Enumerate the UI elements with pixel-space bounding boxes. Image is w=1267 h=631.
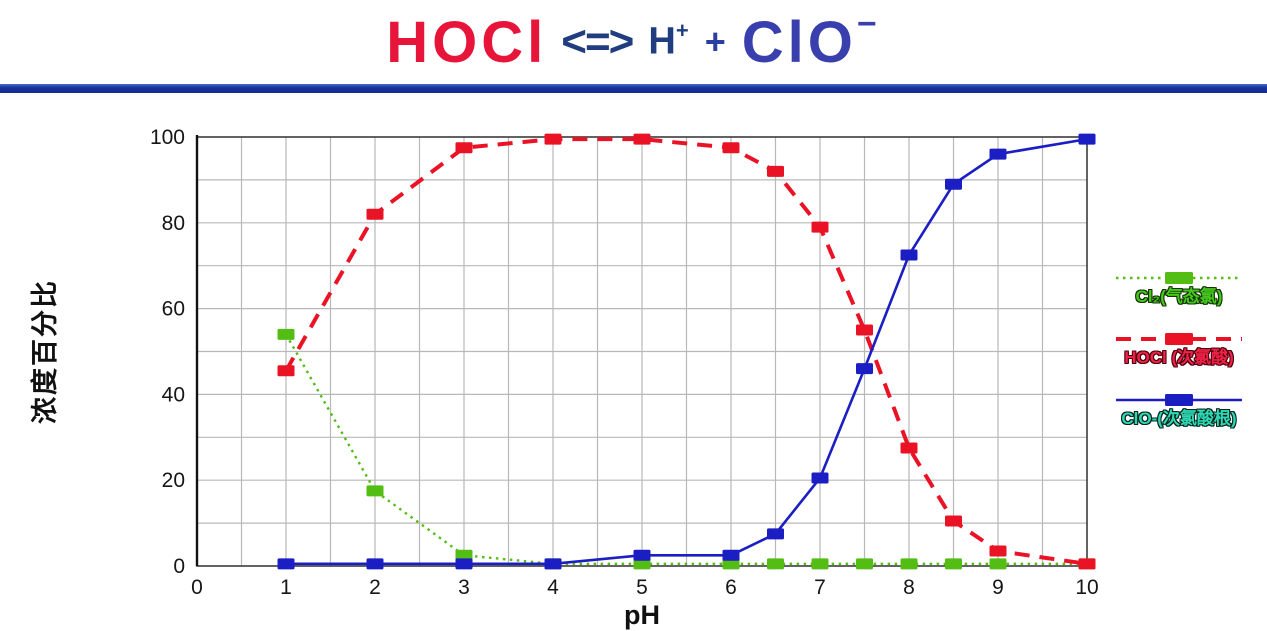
data-point-marker	[945, 515, 962, 527]
data-point-marker	[856, 558, 873, 570]
title-clo-minus: ClO−	[741, 5, 881, 75]
legend-label: ClO-(次氯酸根)	[1121, 409, 1237, 428]
legend-item-0: Cl₂(气态氯)	[1094, 270, 1264, 307]
title-h-plus: H+	[648, 18, 689, 63]
data-point-marker	[722, 549, 740, 561]
data-point-marker	[811, 558, 829, 570]
x-tick-label: 3	[458, 576, 470, 599]
data-point-marker	[455, 558, 473, 570]
data-point-marker	[900, 249, 918, 261]
data-point-marker	[945, 178, 962, 190]
data-point-marker	[633, 558, 651, 570]
data-point-marker	[544, 133, 562, 145]
y-tick-label: 60	[162, 298, 185, 321]
data-point-marker	[989, 558, 1007, 570]
legend: Cl₂(气态氯) HOCl (次氯酸) ClO-(次氯酸根)	[1094, 270, 1264, 429]
title-h-superscript: +	[675, 18, 689, 44]
data-point-marker	[900, 442, 918, 454]
data-point-marker	[633, 133, 651, 145]
data-point-marker	[900, 558, 918, 570]
title-hocl: HOCl	[386, 9, 548, 75]
legend-item-2: ClO-(次氯酸根)	[1094, 392, 1264, 429]
legend-marker-icon	[1116, 333, 1242, 345]
data-point-marker	[945, 558, 962, 570]
data-point-marker	[633, 549, 651, 561]
legend-label: HOCl (次氯酸)	[1124, 348, 1234, 367]
legend-label: Cl₂(气态氯)	[1135, 287, 1223, 306]
y-tick-label: 100	[150, 126, 185, 149]
data-point-marker	[989, 148, 1007, 160]
x-tick-label: 4	[547, 576, 559, 599]
series-1	[277, 133, 1096, 570]
x-tick-label: 0	[191, 576, 203, 599]
x-tick-label: 10	[1075, 576, 1098, 599]
data-point-marker	[811, 472, 829, 484]
data-point-marker	[811, 221, 829, 233]
title-divider	[0, 84, 1267, 93]
x-tick-label: 7	[814, 576, 826, 599]
page-title: HOCl <=> H+ + ClO−	[0, 2, 1267, 82]
data-point-marker	[277, 558, 295, 570]
data-point-marker	[767, 528, 784, 540]
y-tick-label: 0	[173, 555, 185, 578]
data-point-marker	[455, 142, 473, 154]
data-point-marker	[767, 558, 784, 570]
x-tick-label: 1	[280, 576, 292, 599]
y-tick-label: 20	[162, 469, 185, 492]
y-tick-label: 40	[162, 383, 185, 406]
data-point-marker	[366, 558, 384, 570]
title-plus-sign: +	[704, 21, 726, 62]
x-axis-label: pH	[624, 600, 660, 630]
y-tick-label: 80	[162, 212, 185, 235]
data-point-marker	[856, 363, 873, 375]
legend-item-1: HOCl (次氯酸)	[1094, 331, 1264, 368]
data-point-marker	[277, 365, 295, 377]
x-tick-label: 8	[903, 576, 915, 599]
legend-marker-icon	[1116, 394, 1242, 406]
data-point-marker	[455, 549, 473, 561]
data-point-marker	[366, 485, 384, 497]
data-point-marker	[856, 324, 873, 336]
data-point-marker	[1078, 133, 1096, 145]
x-tick-label: 6	[725, 576, 737, 599]
data-point-marker	[722, 558, 740, 570]
data-point-marker	[1078, 558, 1096, 570]
data-point-marker	[722, 142, 740, 154]
data-point-marker	[767, 165, 784, 177]
x-tick-label: 9	[992, 576, 1004, 599]
y-axis-label: 浓度百分比	[29, 279, 60, 424]
data-point-marker	[277, 328, 295, 340]
data-point-marker	[989, 545, 1007, 557]
x-tick-label: 2	[369, 576, 381, 599]
data-point-marker	[544, 558, 562, 570]
title-equilibrium-arrow: <=>	[561, 17, 634, 66]
series-2	[277, 133, 1096, 570]
data-point-marker	[366, 208, 384, 220]
legend-marker-icon	[1116, 272, 1242, 284]
x-tick-label: 5	[636, 576, 648, 599]
title-clo-superscript: −	[856, 5, 881, 44]
